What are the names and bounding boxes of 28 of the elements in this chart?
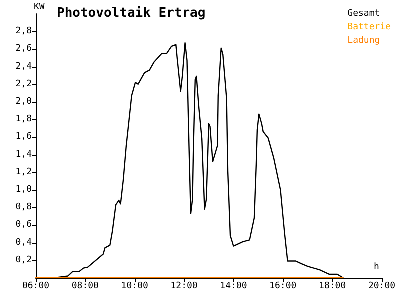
legend-label: Batterie xyxy=(348,22,392,32)
text: Gesamt xyxy=(348,9,380,19)
x-tick-label: 12:00 xyxy=(170,282,198,292)
x-tick-label: 14:00 xyxy=(220,282,248,292)
x-tick-label: 06:00 xyxy=(22,282,50,292)
x-tick-label: 10:00 xyxy=(121,282,148,292)
x-axis-title: h xyxy=(374,262,380,272)
y-tick-label: 0,4 xyxy=(16,238,32,248)
y-tick-label: 1,6 xyxy=(16,132,32,142)
y-tick-label: 1,2 xyxy=(16,167,32,178)
x-tick-label: 16:00 xyxy=(270,282,297,292)
y-tick-label: 1,4 xyxy=(16,150,32,160)
x-tick-label: 08:00 xyxy=(72,282,99,292)
text: Ladung xyxy=(348,36,380,46)
y-tick-label: 2,2 xyxy=(16,79,32,90)
y-axis-title: KW xyxy=(34,2,46,12)
y-tick-label: 2,0 xyxy=(16,97,32,107)
y-tick-label: 2,8 xyxy=(16,26,32,37)
y-tick-label: 2,6 xyxy=(16,44,32,54)
y-tick-label: 0,8 xyxy=(16,202,32,213)
x-tick-label: 20:00 xyxy=(368,282,396,292)
y-tick-label: 0,2 xyxy=(16,255,32,266)
y-tick-label: 1,0 xyxy=(16,185,32,195)
chart-title: Photovoltaik Ertrag xyxy=(57,6,206,21)
y-tick-label: 2,4 xyxy=(16,62,32,72)
y-tick-label: 1,8 xyxy=(16,114,32,125)
x-tick-label: 18:00 xyxy=(319,282,346,292)
y-tick-label: 0,6 xyxy=(16,220,32,230)
